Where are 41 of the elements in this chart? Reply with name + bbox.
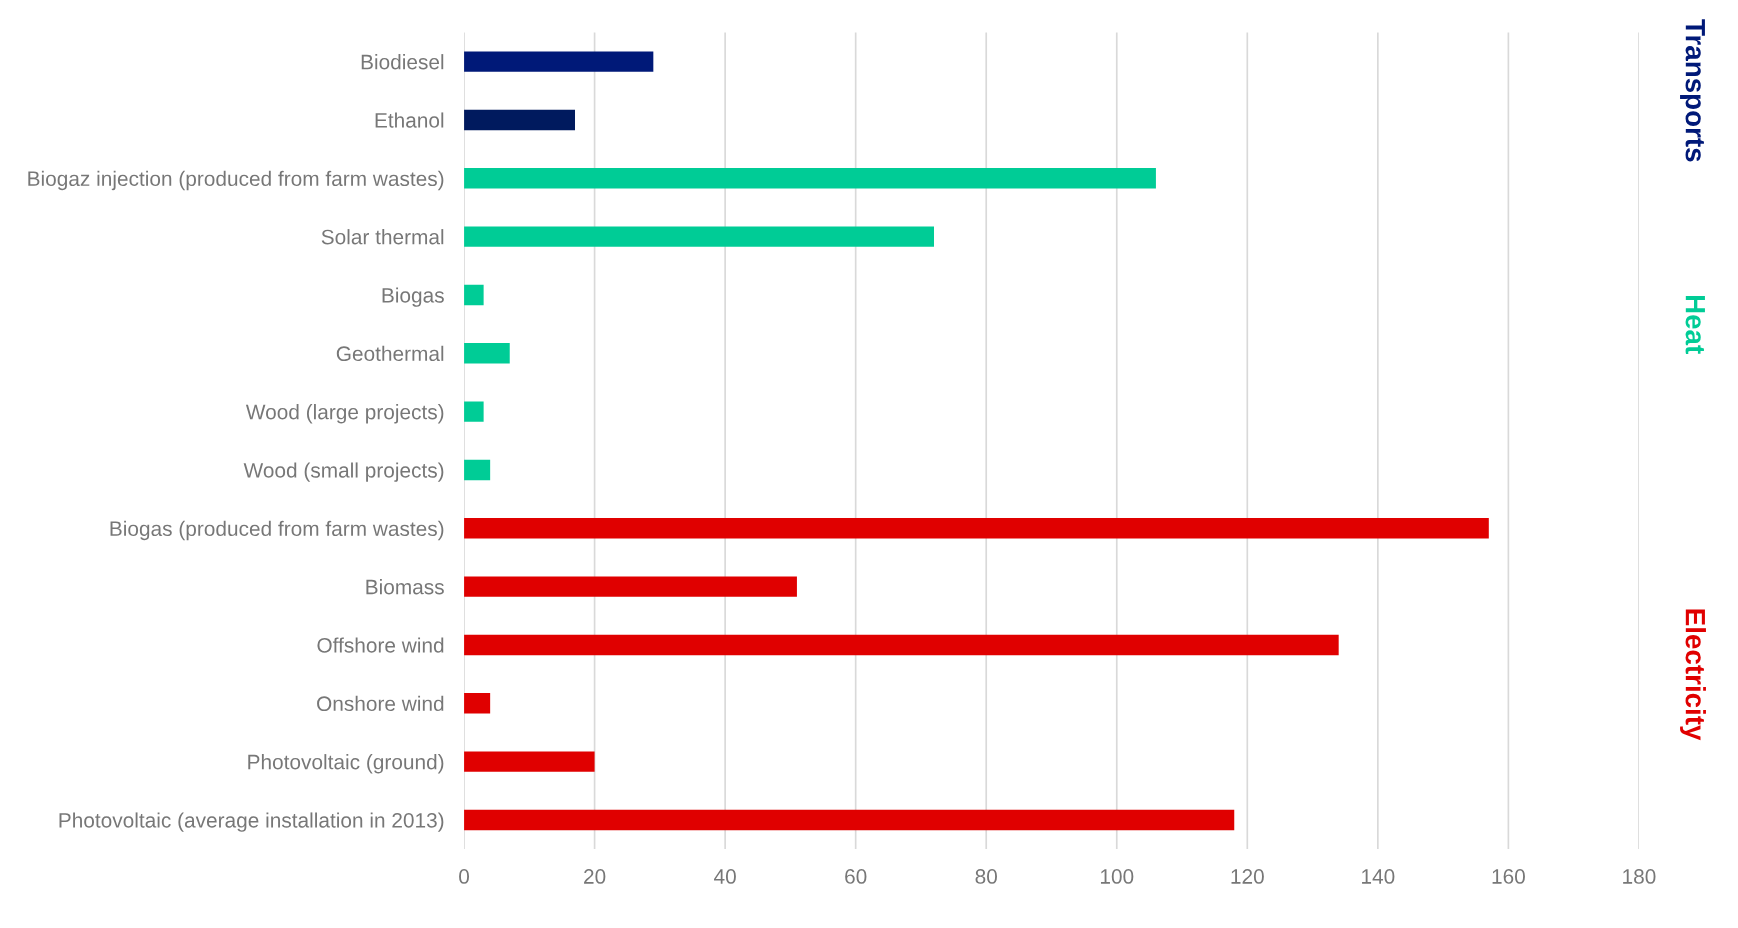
x-tick-label: 100 [1100, 869, 1134, 884]
text: Electricity [1680, 609, 1706, 741]
bar [464, 751, 595, 772]
y-tick-label: Onshore wind [317, 695, 444, 712]
y-tick-label: Biodiesel [361, 54, 444, 70]
bar [464, 109, 576, 131]
bar [464, 343, 510, 364]
bar [464, 576, 797, 597]
x-tick-label: 0 [459, 869, 470, 884]
y-tick-label: Photovoltaic (ground) [248, 754, 444, 774]
text: Heat [1685, 295, 1705, 354]
bar [464, 51, 654, 72]
y-tick-label: Ethanol [375, 112, 444, 128]
y-tick-label: Wood (large projects) [245, 404, 444, 424]
y-tick-label: Biogas (produced from farm wastes) [110, 520, 444, 541]
x-tick-label: 20 [584, 869, 606, 884]
bar [464, 284, 484, 306]
bar [464, 518, 1489, 539]
x-tick-label: 140 [1362, 869, 1395, 884]
text: Transports [1680, 19, 1705, 162]
y-tick-label: Biogaz injection (produced from farm wastes) [28, 170, 444, 191]
bar [464, 168, 1156, 189]
y-tick-label: Offshore wind [317, 637, 444, 653]
x-tick-label: 80 [975, 869, 997, 884]
bar [464, 401, 484, 422]
y-tick-label: Geothermal [336, 345, 444, 362]
x-tick-label: 120 [1231, 869, 1264, 884]
bar [464, 459, 491, 481]
x-tick-label: 60 [845, 869, 867, 884]
bar [464, 693, 491, 714]
y-tick-label: Biogas [382, 287, 444, 307]
x-tick-label: 180 [1623, 869, 1656, 884]
bar [464, 634, 1339, 656]
bar [464, 809, 1235, 831]
x-tick-label: 160 [1492, 869, 1525, 884]
x-tick-label: 40 [714, 869, 736, 884]
y-tick-label: Biomass [366, 579, 444, 595]
y-tick-label: Solar thermal [321, 229, 444, 245]
y-tick-label: Photovoltaic (average installation in 2013) [59, 812, 444, 832]
bar [464, 226, 934, 247]
y-tick-label: Wood (small projects) [243, 462, 444, 482]
